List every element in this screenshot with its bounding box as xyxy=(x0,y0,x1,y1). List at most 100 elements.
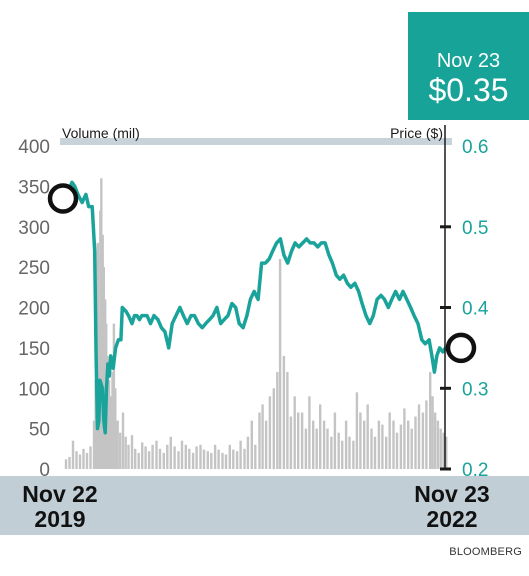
volume-bar xyxy=(151,444,154,469)
volume-bar xyxy=(297,412,300,469)
volume-bar xyxy=(228,444,231,469)
right-tick-label: 0.4 xyxy=(462,299,489,320)
volume-bar xyxy=(370,428,373,469)
volume-bar xyxy=(169,436,172,469)
volume-bar xyxy=(102,267,105,469)
volume-bar xyxy=(268,396,272,469)
latest-price-callout: Nov 23 $0.35 xyxy=(408,12,529,120)
highlight-marker-start xyxy=(47,183,79,214)
volume-bar xyxy=(221,452,224,469)
left-tick-label: 150 xyxy=(18,339,50,360)
left-tick-label: 200 xyxy=(18,299,50,320)
volume-bar xyxy=(188,448,191,469)
volume-bar xyxy=(100,178,103,470)
latest-price-box xyxy=(408,12,529,120)
volume-bar xyxy=(243,448,246,469)
volume-bar xyxy=(202,449,206,469)
volume-bar xyxy=(439,428,442,469)
volume-bar xyxy=(381,424,384,469)
highlight-markers xyxy=(47,183,477,364)
volume-bar xyxy=(64,459,68,469)
volume-bar xyxy=(112,323,116,469)
volume-bar xyxy=(366,404,369,469)
volume-bar xyxy=(173,446,176,469)
volume-bar xyxy=(199,444,202,469)
volume-bar xyxy=(89,446,92,469)
price-axis-label: Price ($) xyxy=(390,125,443,141)
volume-bar xyxy=(141,442,144,469)
volume-bar xyxy=(239,440,242,469)
right-axis-labels: 0.2 0.3 0.4 0.5 0.6 xyxy=(462,137,489,481)
volume-bar xyxy=(445,436,448,469)
volume-bar xyxy=(407,420,410,469)
volume-bar xyxy=(304,428,308,469)
right-tick-label: 0.6 xyxy=(462,137,488,158)
volume-bar xyxy=(377,420,381,469)
volume-bar xyxy=(429,372,432,469)
volume-bar xyxy=(166,444,169,469)
price-line xyxy=(63,180,450,435)
volume-bar xyxy=(114,388,117,470)
volume-bar xyxy=(289,416,293,469)
left-tick-label: 250 xyxy=(18,258,50,279)
volume-bar xyxy=(399,424,403,469)
volume-bar xyxy=(388,412,391,469)
x-label-start-month: Nov 22 xyxy=(22,481,97,507)
volume-bar xyxy=(206,451,209,469)
volume-bar xyxy=(315,428,318,469)
volume-bar xyxy=(134,448,137,469)
volume-bar xyxy=(217,449,220,469)
volume-bar xyxy=(71,440,75,469)
x-label-end-year: 2022 xyxy=(426,506,477,532)
latest-price-date: Nov 23 xyxy=(436,50,501,72)
volume-bar xyxy=(300,412,304,469)
volume-bar xyxy=(106,355,109,469)
volume-bar xyxy=(359,412,362,469)
latest-price-value: $0.35 xyxy=(428,72,509,108)
volume-bar xyxy=(319,404,322,469)
volume-bar xyxy=(417,404,421,469)
volume-bar xyxy=(308,396,311,469)
left-tick-label: 0 xyxy=(39,460,50,481)
volume-bar xyxy=(147,451,151,469)
volume-bar xyxy=(109,396,112,469)
left-tick-label: 100 xyxy=(18,379,50,400)
left-tick-label: 300 xyxy=(18,218,50,239)
volume-bar xyxy=(344,420,348,469)
volume-bar xyxy=(395,432,399,469)
header-band xyxy=(60,138,452,145)
volume-axis-label: Volume (mil) xyxy=(62,125,140,141)
volume-bar xyxy=(392,420,395,469)
volume-bar xyxy=(68,456,71,469)
volume-bar xyxy=(78,454,82,469)
x-label-start-year: 2019 xyxy=(34,506,85,532)
volume-bar xyxy=(130,435,134,469)
x-axis-band xyxy=(0,476,529,535)
volume-bar xyxy=(276,372,279,469)
volume-bar xyxy=(330,436,333,469)
volume-bar xyxy=(75,451,78,469)
left-tick-label: 50 xyxy=(29,420,50,441)
right-tick-label: 0.5 xyxy=(462,218,488,239)
volume-bar xyxy=(224,454,228,469)
volume-bar xyxy=(264,420,268,469)
volume-bars xyxy=(64,178,448,470)
volume-bar xyxy=(162,452,165,469)
volume-bar xyxy=(282,355,286,469)
volume-bar xyxy=(414,416,417,469)
source-credit: BLOOMBERG xyxy=(449,546,522,558)
volume-bar xyxy=(403,408,406,469)
volume-bar xyxy=(191,452,195,469)
volume-bar xyxy=(180,440,184,469)
volume-bar xyxy=(410,428,413,469)
volume-bar xyxy=(82,448,85,469)
volume-bar xyxy=(363,420,366,469)
volume-bar xyxy=(293,396,296,469)
right-tick-label: 0.2 xyxy=(462,460,488,481)
volume-bar xyxy=(184,444,187,469)
volume-bar xyxy=(421,412,425,469)
volume-bar xyxy=(254,444,257,469)
volume-bar xyxy=(348,436,351,469)
volume-bar xyxy=(177,451,180,469)
